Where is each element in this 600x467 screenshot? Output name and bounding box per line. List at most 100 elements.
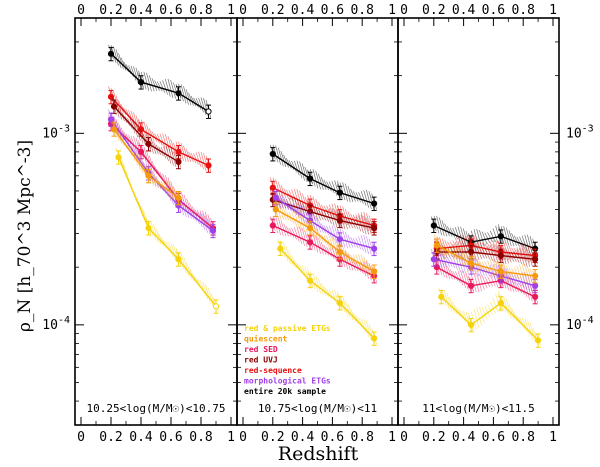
shaded-band-stroke: [326, 205, 332, 218]
shaded-band-stroke: [473, 243, 480, 260]
shaded-band-stroke: [193, 153, 199, 165]
shaded-band-stroke: [492, 297, 499, 313]
shaded-band-stroke: [180, 84, 187, 104]
x-tick-label-top: 1: [549, 3, 557, 18]
shaded-band-stroke: [190, 95, 197, 107]
x-tick-label-top: 0.4: [129, 3, 153, 18]
y-tick-label: 10-3: [566, 123, 594, 141]
shaded-band-stroke: [489, 265, 496, 280]
series-quiescent: [272, 198, 378, 279]
shaded-band-stroke: [508, 229, 515, 247]
data-point: [137, 79, 145, 86]
shaded-band-stroke: [277, 217, 284, 237]
shaded-band-stroke: [452, 270, 459, 281]
shaded-band-stroke: [202, 213, 208, 233]
shaded-band-stroke: [481, 306, 488, 320]
series-morphological-etgs: [107, 109, 217, 239]
shaded-band-stroke: [363, 319, 370, 337]
data-point: [371, 200, 378, 207]
shaded-band-stroke: [134, 146, 141, 166]
shaded-band-stroke: [301, 228, 308, 247]
shaded-band-stroke: [476, 272, 483, 292]
shaded-band-stroke: [519, 283, 525, 296]
shaded-band-stroke: [342, 249, 348, 270]
series-layer: 10.25<log(M/M☉)<10.75 10.75<log(M/M☉)<11 1…: [86, 44, 542, 415]
shaded-band-stroke: [293, 160, 300, 176]
shaded-band-stroke: [170, 183, 177, 203]
shaded-band-stroke: [360, 214, 367, 235]
shaded-band-stroke: [170, 79, 176, 99]
series-line: [436, 251, 536, 260]
shaded-band-stroke: [495, 260, 501, 279]
shaded-band-stroke: [312, 233, 319, 253]
data-point: [269, 222, 276, 229]
shaded-band-stroke: [446, 226, 453, 237]
y-tick-label: 10-4: [42, 315, 70, 333]
shaded-band-stroke: [503, 226, 509, 246]
shaded-band-stroke: [473, 235, 480, 255]
shaded-band-stroke: [366, 320, 372, 341]
data-point: [110, 103, 118, 110]
shaded-band-stroke: [143, 121, 150, 141]
shaded-band-stroke: [513, 281, 520, 293]
x-tick-label-top: 0.6: [482, 3, 505, 18]
shaded-band-stroke: [487, 276, 493, 287]
shaded-band-stroke: [529, 323, 536, 343]
x-tick-label-bottom: 0.2: [261, 430, 284, 445]
shaded-band-stroke: [481, 231, 488, 245]
x-tick-label-bottom: 1: [388, 430, 396, 445]
x-tick-label-top: 1: [388, 3, 396, 18]
shaded-band-stroke: [355, 237, 362, 250]
shaded-band-stroke: [516, 274, 523, 287]
shaded-band-stroke: [315, 216, 322, 233]
data-point: [145, 140, 152, 148]
shaded-band-stroke: [170, 243, 177, 261]
shaded-band-stroke: [185, 89, 192, 106]
x-tick-label-bottom: 0: [77, 430, 85, 445]
data-point: [336, 248, 343, 256]
shaded-band-stroke: [196, 209, 203, 222]
shaded-band-stroke: [342, 212, 348, 230]
shaded-band-stroke: [188, 92, 194, 106]
shaded-band-stroke: [148, 75, 155, 92]
shaded-band-stroke: [508, 303, 515, 320]
shaded-band-stroke: [439, 239, 445, 256]
shaded-band-stroke: [154, 80, 160, 91]
legend-entry: entire 20k sample: [244, 386, 326, 396]
shaded-band-stroke: [447, 266, 453, 280]
x-tick-label-bottom: 0.4: [291, 430, 315, 445]
shaded-band-stroke: [162, 80, 168, 95]
shaded-band-stroke: [527, 266, 533, 283]
shaded-band-stroke: [511, 308, 517, 322]
shaded-band-stroke: [489, 244, 496, 263]
data-point: [336, 217, 343, 224]
data-point: [532, 272, 539, 280]
data-point: [371, 224, 378, 232]
shaded-band-stroke: [455, 271, 461, 284]
panel-label-2: 11<log(M/M☉)<11.5: [422, 402, 535, 415]
shaded-band-stroke: [366, 236, 372, 255]
data-point: [336, 299, 343, 307]
shaded-band-stroke: [296, 226, 303, 245]
shaded-band-stroke: [521, 282, 528, 298]
shaded-band-stroke: [368, 238, 375, 255]
data-point: [107, 116, 115, 123]
data-point: [430, 256, 437, 263]
shaded-band-stroke: [441, 220, 448, 237]
shaded-band-stroke: [462, 228, 469, 247]
shaded-band-stroke: [202, 210, 208, 229]
data-point: [371, 335, 378, 342]
data-point: [497, 268, 504, 275]
data-point: [497, 233, 504, 240]
shaded-band-stroke: [455, 246, 461, 265]
panel-1-series: [269, 144, 378, 346]
shaded-band-stroke: [449, 269, 456, 280]
shaded-band-stroke: [275, 145, 281, 165]
shaded-band-stroke: [519, 236, 525, 249]
shaded-band-stroke: [113, 46, 119, 66]
legend-entry: red-sequence: [244, 366, 302, 375]
shaded-band-stroke: [291, 227, 297, 240]
shaded-band-stroke: [358, 215, 364, 234]
data-point: [306, 239, 314, 246]
